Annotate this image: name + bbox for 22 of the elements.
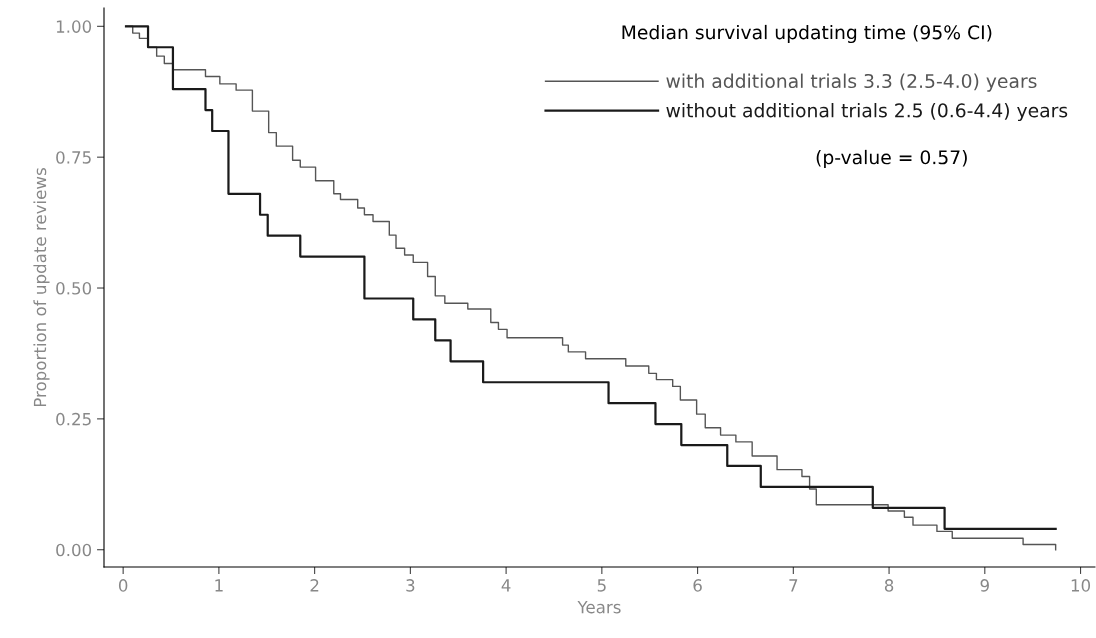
x-tick-label: 4 [501,579,511,592]
y-tick-label: 0.00 [56,543,92,557]
x-tick-label: 9 [980,579,989,592]
x-tick-label: 5 [597,579,606,592]
x-tick-label: 0 [118,579,128,592]
x-tick-label: 8 [884,579,894,592]
x-tick-label: 7 [789,579,798,592]
y-tick-label: 0.75 [56,151,91,164]
x-tick-label: 2 [310,579,319,592]
y-axis-title: Proportion of update reviews [33,168,50,407]
annotation: (p-value = 0.57) [816,149,967,168]
text: with additional trials 3.3 (2.5-4.0) years [666,73,1037,92]
x-axis-title: Years [577,601,621,614]
text: without additional trials 2.5 (0.6-4.4) years [666,102,1068,122]
x-tick-label: 1 [215,579,223,592]
x-tick-label: 3 [406,579,415,592]
x-tick-label: 10 [1071,579,1091,592]
y-tick-label: 1.00 [56,20,92,33]
y-tick-label: 0.50 [56,281,92,295]
legend-title: Median survival updating time (95% CI) [622,24,992,44]
x-tick-label: 6 [693,579,702,592]
y-tick-label: 0.25 [56,412,91,426]
